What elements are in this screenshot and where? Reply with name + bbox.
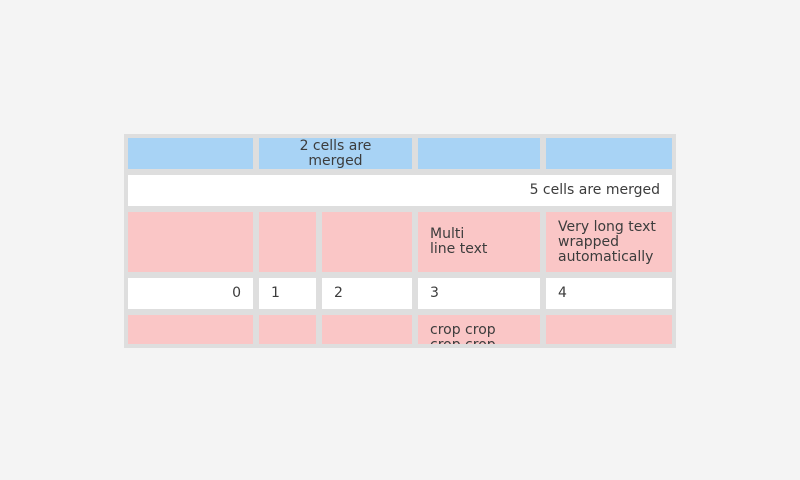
- table-cell-r1c4: [418, 138, 540, 169]
- merged-cells-table: 2 cells are merged 5 cells are merged Mu…: [124, 134, 676, 348]
- table-cell-r4c2: 1: [259, 278, 316, 309]
- table-cell-r4c5: 4: [546, 278, 672, 309]
- table-cell-r4c4: 3: [418, 278, 540, 309]
- table-scroll-area[interactable]: 2 cells are merged 5 cells are merged Mu…: [128, 138, 672, 344]
- table-cell-r5c2: [259, 315, 316, 344]
- table-cell-r4c1: 0: [128, 278, 253, 309]
- table-cell-r1c1: [128, 138, 253, 169]
- table-cell-r1c5: [546, 138, 672, 169]
- table-cell-r4c3: 2: [322, 278, 412, 309]
- table-cell-r5c4-crop: crop crop crop crop crop: [418, 315, 540, 344]
- table-cell-r1-merged-2: 2 cells are merged: [259, 138, 412, 169]
- table-cell-r3c3: [322, 212, 412, 272]
- table-cell-r3c2: [259, 212, 316, 272]
- table-cell-r3c1: [128, 212, 253, 272]
- table-cell-r3c5-wrapped: Very long text wrapped automatically: [546, 212, 672, 272]
- table-cell-r2-merged-5: 5 cells are merged: [128, 175, 672, 206]
- table-cell-r5c1: [128, 315, 253, 344]
- table-cell-r3c4-multiline: Multi line text: [418, 212, 540, 272]
- table-cell-r5c5: [546, 315, 672, 344]
- table-cell-r5c3: [322, 315, 412, 344]
